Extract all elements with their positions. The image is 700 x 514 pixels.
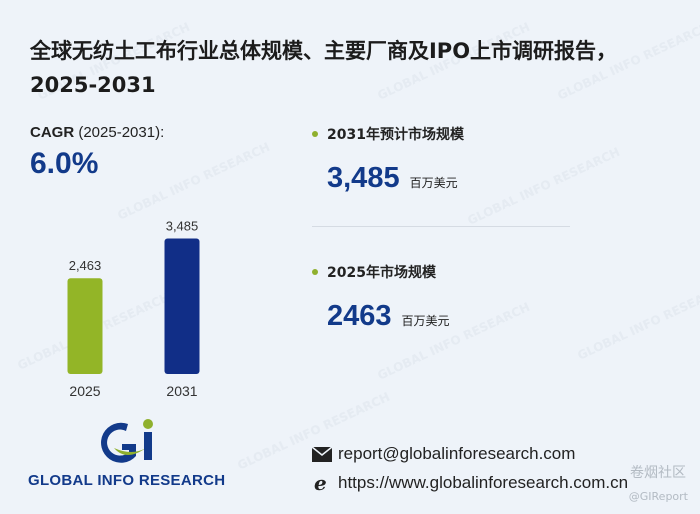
contact-website: e https://www.globalinforesearch.com.cn [312, 473, 628, 493]
stat-2025-unit: 百万美元 [401, 314, 450, 328]
envelope-icon [312, 445, 332, 463]
handle-watermark: @GIReport [628, 490, 688, 503]
website-link[interactable]: https://www.globalinforesearch.com.cn [338, 473, 629, 492]
stat-2031-value: 3,485 [327, 162, 400, 194]
bar-chart-svg: 2,463 2025 3,485 2031 [67, 218, 200, 399]
company-logo: GLOBAL INFO RESEARCH [28, 418, 238, 490]
svg-text:GLOBAL INFO RESEARCH: GLOBAL INFO RESEARCH [465, 145, 622, 228]
bar-2025 [67, 278, 103, 374]
contact-email: report@globalinforesearch.com [312, 444, 575, 464]
stat-2025-label: 2025年市场规模 [327, 265, 436, 281]
logo-wordmark: GLOBAL INFO RESEARCH [28, 472, 226, 489]
svg-text:GLOBAL INFO RESEARCH: GLOBAL INFO RESEARCH [115, 140, 272, 223]
stats-divider [312, 226, 570, 227]
dot-icon [312, 131, 318, 137]
cagr-label: CAGR (2025-2031): [30, 124, 164, 141]
stat-2031-label: 2031年预计市场规模 [327, 127, 464, 143]
stat-2025-value: 2463 [327, 300, 392, 332]
bar-value-label-2025: 2,463 [69, 258, 102, 273]
cagr-label-period: (2025-2031): [74, 124, 165, 141]
email-link[interactable]: report@globalinforesearch.com [338, 444, 576, 463]
x-tick-label-2025: 2025 [69, 383, 100, 399]
svg-text:GLOBAL INFO RESEARCH: GLOBAL INFO RESEARCH [575, 280, 700, 363]
bar-2031 [164, 238, 200, 374]
browser-e-icon: e [312, 473, 332, 493]
bar-value-label-2031: 3,485 [166, 218, 199, 233]
x-tick-label-2031: 2031 [166, 383, 197, 399]
market-size-bar-chart: 2,463 2025 3,485 2031 [40, 218, 250, 408]
report-title: 全球无纺土工布行业总体规模、主要厂商及IPO上市调研报告，2025-2031 [30, 39, 618, 97]
dot-icon [312, 269, 318, 275]
gi-logo-mark-icon [101, 419, 153, 463]
svg-text:e: e [314, 473, 327, 493]
stat-2031: 2031年预计市场规模 3,485 百万美元 [312, 124, 464, 195]
cagr-label-bold: CAGR [30, 124, 75, 141]
stat-2031-unit: 百万美元 [409, 176, 458, 190]
cagr-value: 6.0% [30, 147, 99, 180]
stat-2025: 2025年市场规模 2463 百万美元 [312, 262, 450, 333]
community-watermark: 卷烟社区 [630, 465, 686, 481]
